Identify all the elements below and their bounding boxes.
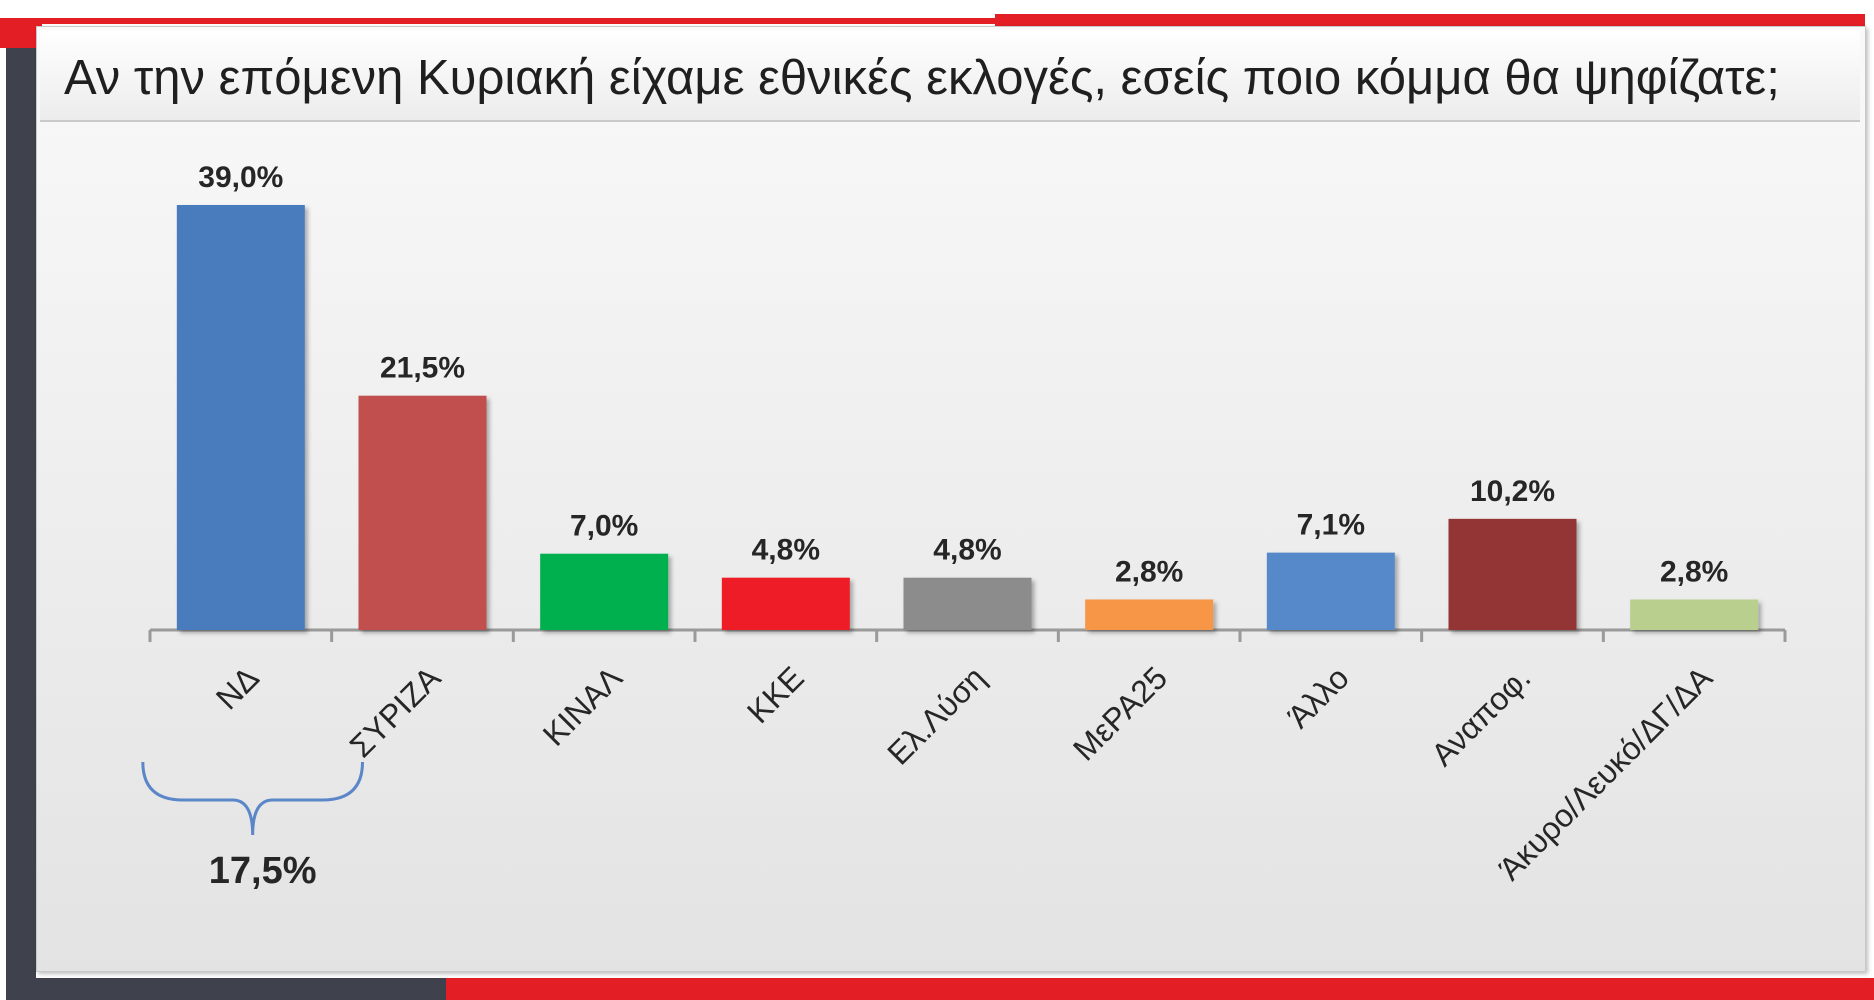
bar xyxy=(1630,599,1759,630)
frame-bottom-red-bar xyxy=(446,978,1874,1000)
bar xyxy=(176,205,305,630)
category-label: ΚΚΕ xyxy=(740,659,811,730)
data-label: 2,8% xyxy=(1115,555,1183,588)
data-label: 10,2% xyxy=(1470,475,1555,508)
data-label: 21,5% xyxy=(380,352,465,385)
bar xyxy=(721,577,850,630)
frame-top-red-right xyxy=(995,14,1865,26)
bar xyxy=(903,577,1032,630)
chart-panel xyxy=(36,26,1866,972)
category-label: ΚΙΝΑΛ xyxy=(536,659,630,753)
data-label: 7,1% xyxy=(1297,509,1365,542)
category-label: ΜεΡΑ25 xyxy=(1066,659,1174,767)
chart-title: Αν την επόμενη Κυριακή είχαμε εθνικές εκ… xyxy=(64,51,1780,105)
category-label: ΣΥΡΙΖΑ xyxy=(343,659,448,764)
frame-bottom-dark-bar xyxy=(6,978,446,1000)
bar xyxy=(1448,518,1577,630)
bar xyxy=(358,395,487,630)
category-label: Αναποφ. xyxy=(1424,659,1537,772)
data-label: 4,8% xyxy=(933,534,1001,567)
frame-left-dark-bar xyxy=(6,48,36,1000)
data-label: 2,8% xyxy=(1660,555,1728,588)
category-label: Άλλο xyxy=(1280,659,1355,734)
bar xyxy=(540,553,669,630)
title-strip xyxy=(40,30,1860,122)
brace-annotation xyxy=(141,761,364,836)
data-label: 4,8% xyxy=(752,534,820,567)
category-label: Ελ.Λύση xyxy=(880,659,992,771)
category-label: ΝΔ xyxy=(209,659,266,716)
frame-top-red-left xyxy=(0,18,995,24)
data-label: 39,0% xyxy=(198,161,283,194)
bar xyxy=(1085,599,1214,630)
brace-annotation-label: 17,5% xyxy=(209,850,317,892)
bar xyxy=(1266,552,1395,630)
data-label: 7,0% xyxy=(570,510,638,543)
